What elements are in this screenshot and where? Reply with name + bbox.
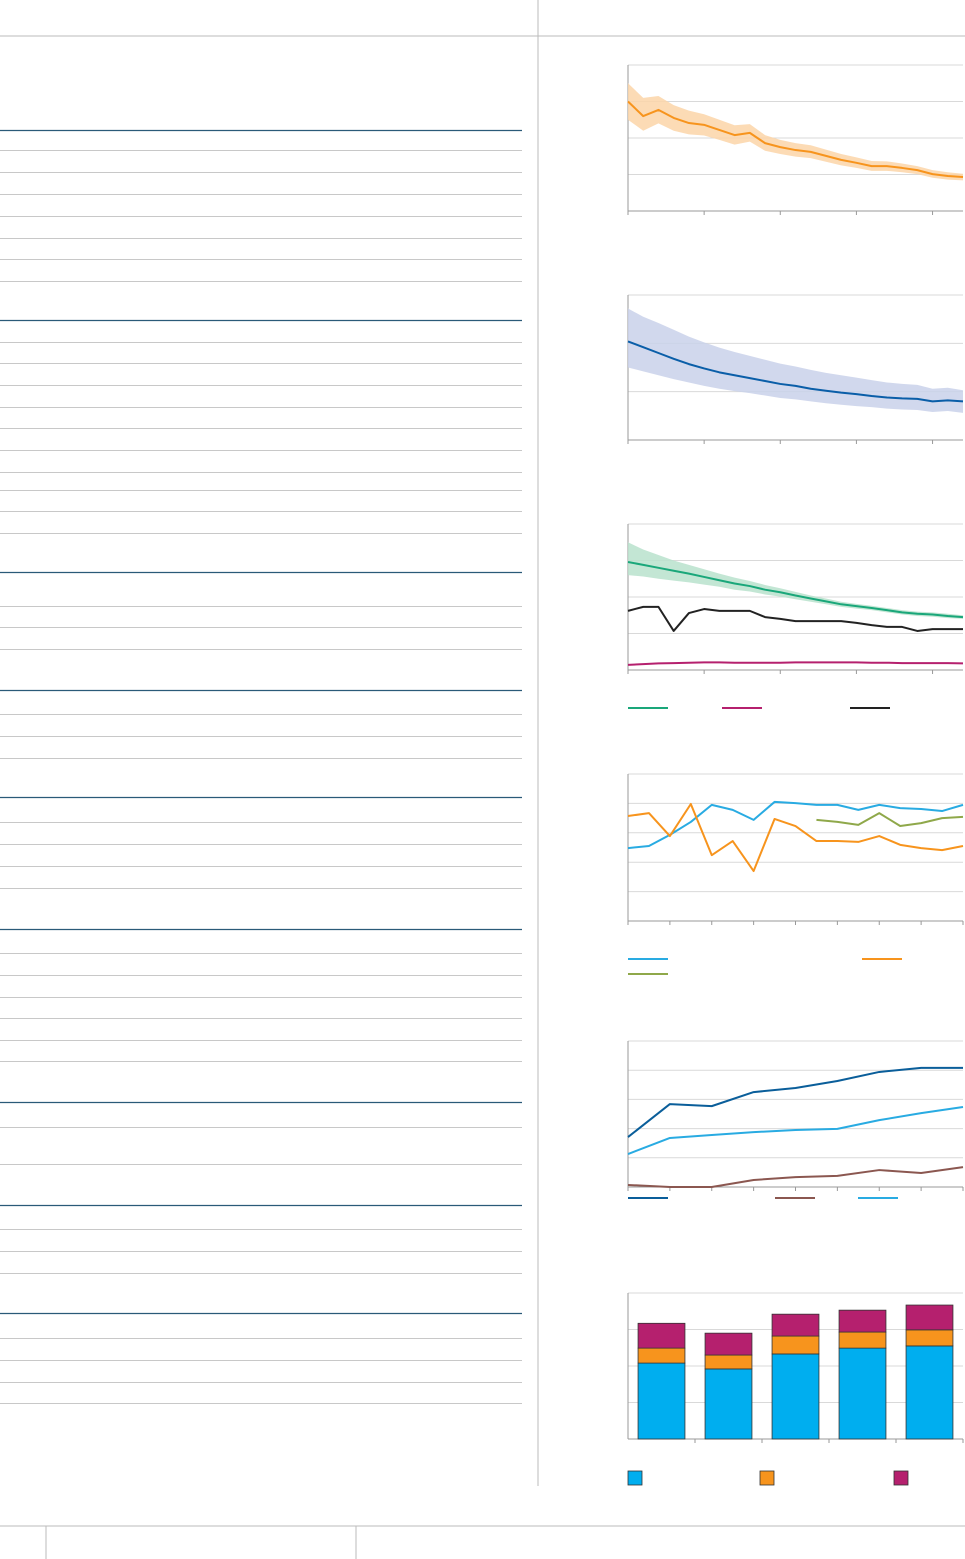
legend-swatch	[759, 1470, 775, 1486]
series-line	[627, 661, 964, 666]
bar-segment	[637, 1322, 686, 1349]
series-line	[627, 800, 964, 850]
bar-segment	[905, 1345, 954, 1440]
bar-segment	[905, 1304, 954, 1331]
bar-segment	[704, 1354, 753, 1370]
bar-segment	[905, 1329, 954, 1347]
bar-segment	[838, 1309, 887, 1333]
bar-segment	[771, 1353, 820, 1440]
series-line	[627, 560, 964, 619]
series-line	[627, 100, 964, 179]
series-line	[627, 802, 964, 873]
bar-segment	[637, 1362, 686, 1440]
bar-segment	[704, 1368, 753, 1440]
legend-swatch	[893, 1470, 909, 1486]
legend-swatch	[627, 1470, 643, 1486]
series-line	[627, 605, 963, 632]
series-line	[627, 340, 964, 403]
series-line	[627, 1106, 964, 1155]
bar-segment	[771, 1313, 820, 1337]
series-line	[627, 1066, 963, 1138]
bar-segment	[838, 1331, 887, 1349]
confidence-band	[628, 308, 963, 413]
bar-segment	[704, 1332, 753, 1356]
bar-segment	[771, 1335, 820, 1355]
series-line	[816, 812, 964, 828]
confidence-band	[628, 542, 963, 619]
bar-segment	[637, 1347, 686, 1364]
series-line	[627, 1166, 964, 1188]
confidence-band	[628, 83, 963, 181]
bar-segment	[838, 1347, 887, 1440]
